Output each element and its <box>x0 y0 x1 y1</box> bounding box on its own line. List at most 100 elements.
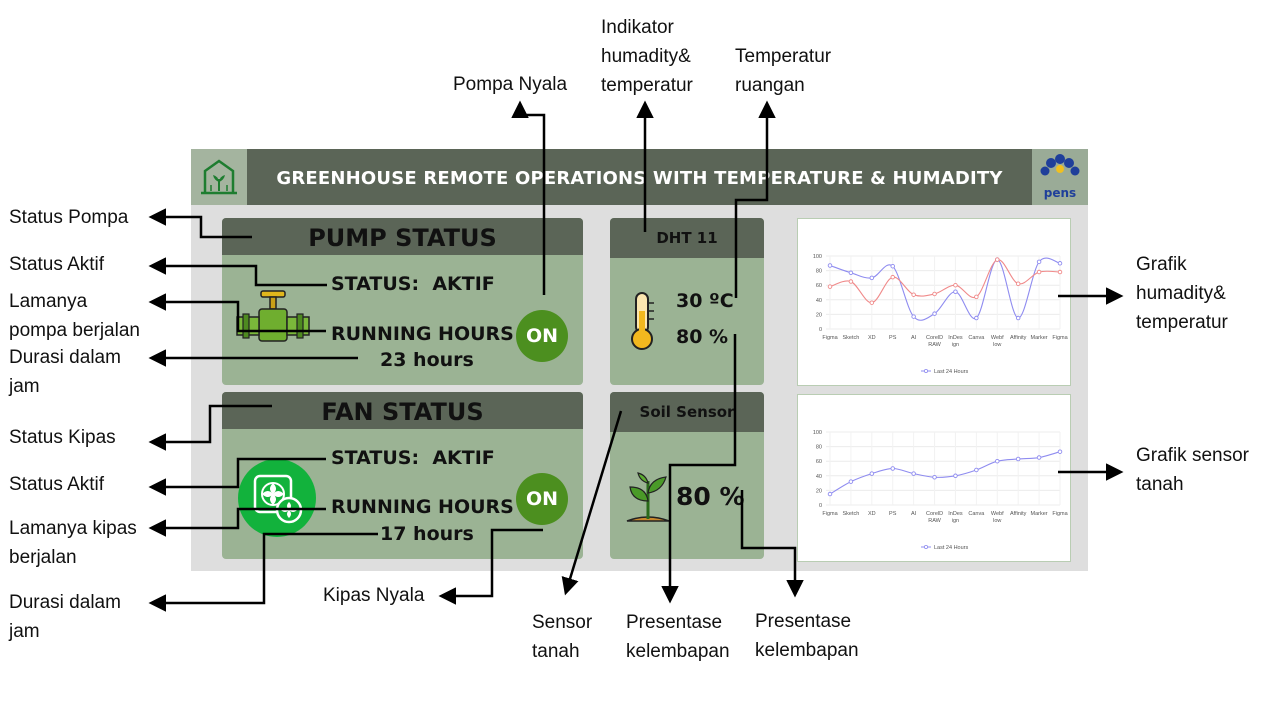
label-status-kipas: Status Kipas <box>9 427 116 448</box>
y-tick-label: 80 <box>816 445 822 451</box>
pump-title-bar: PUMP STATUS <box>222 218 583 255</box>
x-tick-label: Sketch <box>842 335 859 341</box>
data-point <box>1036 259 1042 265</box>
data-point <box>1015 456 1021 462</box>
fan-status-title: FAN STATUS <box>321 398 484 426</box>
x-tick-label: Affinity <box>1010 335 1027 341</box>
x-tick-label: Marker <box>1031 511 1048 517</box>
arrow-lamanya-pompa <box>148 293 326 333</box>
data-point <box>869 471 875 476</box>
y-tick-label: 20 <box>816 312 822 318</box>
x-tick-label: Canva <box>968 335 985 341</box>
soil-sensor-chart-card: 0 20 40 60 80 100 Figma Sketch XD PS AI CorelD RAW In… <box>797 394 1071 562</box>
arrow-temperatur <box>734 100 776 298</box>
arrow-status-aktif-2 <box>148 457 326 496</box>
y-tick-label: 60 <box>816 459 822 465</box>
data-point <box>890 274 895 280</box>
y-tick-label: 100 <box>813 430 822 436</box>
pump-status-row: STATUS: AKTIF <box>331 273 495 295</box>
x-tick-label: InDes <box>948 511 963 517</box>
label-sensor-tanah-line2: tanah <box>532 641 580 662</box>
data-point <box>932 311 937 316</box>
label-durasi-2-line1: Durasi dalam <box>9 592 121 613</box>
legend-label: Last 24 Hours <box>934 545 968 551</box>
data-point <box>890 466 895 471</box>
data-point <box>1057 261 1063 266</box>
greenhouse-logo <box>191 149 247 205</box>
pump-status-title: PUMP STATUS <box>308 224 497 252</box>
pump-running-label: RUNNING HOURS <box>331 323 514 345</box>
data-point <box>1036 455 1042 460</box>
data-point <box>932 475 937 480</box>
x-tick-label: ign <box>952 518 959 524</box>
fan-running-hours: 17 hours <box>380 523 474 545</box>
dht-title: DHT 11 <box>656 229 718 247</box>
data-point <box>911 292 916 297</box>
data-point <box>848 479 854 484</box>
arrow-lamanya-kipas <box>148 507 326 537</box>
data-point <box>1036 269 1042 275</box>
fan-status-value: AKTIF <box>432 447 495 469</box>
data-point <box>869 300 875 305</box>
x-tick-label: InDes <box>948 335 963 341</box>
humidity-temperature-chart-card: 0 20 40 60 80 100 Figma Sketch XD PS AI CorelD RAW In… <box>797 218 1071 386</box>
y-tick-label: 60 <box>816 283 822 289</box>
label-indikator-line1: Indikator <box>601 17 674 38</box>
fan-status-label: STATUS: <box>331 447 420 469</box>
legend-swatch-point <box>924 544 929 549</box>
soil-moisture-value: 80 % <box>676 482 745 511</box>
label-lamanya-pompa-line2: pompa berjalan <box>9 320 140 341</box>
data-point <box>911 314 916 319</box>
fan-on-button[interactable]: ON <box>516 473 568 525</box>
label-status-aktif-2: Status Aktif <box>9 474 105 495</box>
fan-status-row: STATUS: AKTIF <box>331 447 495 469</box>
y-tick-label: 80 <box>816 269 822 275</box>
arrow-status-kipas <box>148 404 272 451</box>
label-durasi-1-line2: jam <box>9 376 40 397</box>
data-point <box>1057 449 1063 454</box>
label-presentase-1-line2: kelembapan <box>626 641 730 662</box>
header-bar: GREENHOUSE REMOTE OPERATIONS WITH TEMPER… <box>191 149 1088 205</box>
greenhouse-icon <box>201 159 237 195</box>
x-tick-label: low <box>993 342 1001 348</box>
plant-icon <box>626 472 670 522</box>
label-indikator-line3: temperatur <box>601 75 693 96</box>
label-lamanya-kipas-line1: Lamanya kipas <box>9 518 137 539</box>
label-indikator-line2: humadity& <box>601 46 691 67</box>
label-sensor-tanah-line1: Sensor <box>532 612 593 633</box>
y-tick-label: 100 <box>813 254 822 260</box>
data-point <box>974 315 979 321</box>
x-tick-label: Sketch <box>842 511 859 517</box>
data-point <box>890 263 895 269</box>
x-tick-label: Figma <box>1052 335 1068 341</box>
label-grafik-tanah-line1: Grafik sensor <box>1136 445 1249 466</box>
data-point <box>995 257 1000 262</box>
data-point <box>869 275 875 281</box>
x-tick-label: Webf <box>991 335 1004 341</box>
label-pompa-nyala: Pompa Nyala <box>453 74 568 95</box>
x-tick-label: Figma <box>1052 511 1068 517</box>
data-point <box>1015 281 1021 286</box>
greenhouse-dashboard: GREENHOUSE REMOTE OPERATIONS WITH TEMPER… <box>191 149 1088 571</box>
arrow-kipas-nyala <box>438 528 543 605</box>
x-tick-label: AI <box>911 511 917 517</box>
data-point <box>848 279 854 284</box>
label-durasi-2-line2: jam <box>9 621 40 642</box>
label-durasi-1-line1: Durasi dalam <box>9 347 121 368</box>
x-tick-label: ign <box>952 342 959 348</box>
x-tick-label: XD <box>868 511 876 517</box>
label-grafik-hum-line1: Grafik <box>1136 254 1187 275</box>
fan-running-label: RUNNING HOURS <box>331 496 514 518</box>
data-point <box>848 270 854 276</box>
arrow-status-pompa <box>148 208 252 239</box>
label-grafik-hum-line2: humadity& <box>1136 283 1226 304</box>
data-point <box>953 282 958 288</box>
data-point <box>1057 269 1063 275</box>
legend-swatch-point <box>924 368 929 373</box>
label-presentase-2-line2: kelembapan <box>755 640 859 661</box>
x-tick-label: Marker <box>1031 335 1048 341</box>
arrow-sensor-tanah <box>561 410 623 596</box>
pump-on-button[interactable]: ON <box>516 310 568 362</box>
pens-logo-icon: pens <box>1040 154 1080 200</box>
